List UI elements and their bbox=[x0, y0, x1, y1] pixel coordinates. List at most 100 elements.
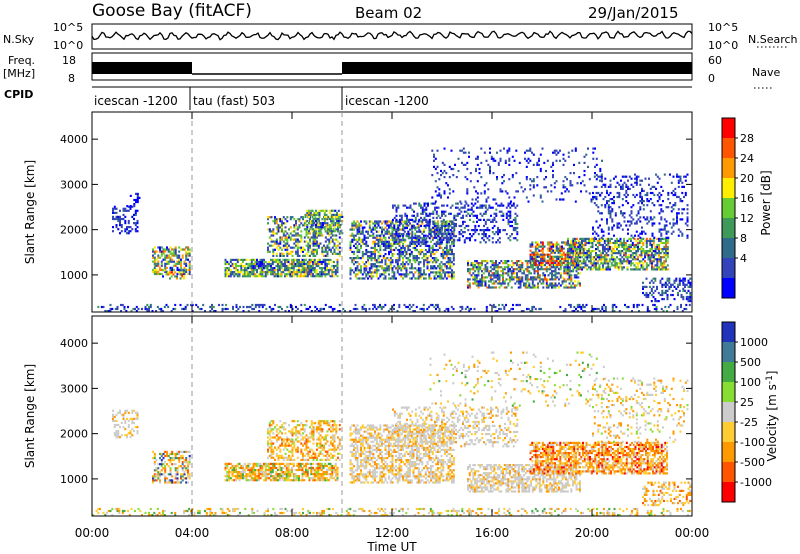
scatter-cell bbox=[521, 262, 524, 265]
scatter-cell bbox=[409, 277, 411, 280]
scatter-cell bbox=[312, 260, 314, 264]
scatter-cell bbox=[591, 264, 594, 267]
scatter-cell bbox=[329, 267, 332, 270]
scatter-cell bbox=[611, 202, 614, 205]
scatter-cell bbox=[414, 259, 417, 262]
scatter-cell bbox=[614, 252, 617, 255]
scatter-cell bbox=[400, 216, 403, 219]
scatter-cell bbox=[570, 252, 573, 255]
scatter-cell bbox=[545, 266, 548, 269]
scatter-cell bbox=[231, 264, 234, 268]
scatter-cell bbox=[426, 244, 429, 247]
scatter-cell bbox=[238, 258, 241, 261]
scatter-cell bbox=[405, 273, 408, 276]
scatter-cell bbox=[614, 214, 617, 217]
scatter-cell bbox=[605, 239, 608, 242]
scatter-cell bbox=[539, 167, 542, 171]
scatter-cell bbox=[514, 216, 517, 219]
scatter-cell bbox=[559, 263, 562, 266]
scatter-cell bbox=[559, 251, 562, 254]
scatter-cell bbox=[434, 167, 437, 171]
scatter-cell bbox=[458, 212, 461, 215]
scatter-cell bbox=[537, 282, 539, 285]
scatter-cell bbox=[221, 310, 224, 313]
scatter-cell bbox=[423, 239, 426, 242]
scatter-cell bbox=[116, 305, 119, 309]
scatter-cell bbox=[214, 310, 217, 313]
scatter-cell bbox=[681, 232, 684, 235]
scatter-cell bbox=[599, 224, 601, 227]
scatter-cell bbox=[303, 258, 306, 261]
scatter-cell bbox=[440, 269, 443, 272]
scatter-cell bbox=[437, 224, 440, 228]
scatter-cell bbox=[609, 179, 612, 182]
scatter-cell bbox=[449, 238, 452, 241]
scatter-cell bbox=[447, 226, 450, 229]
scatter-cell bbox=[334, 230, 337, 233]
scatter-cell bbox=[403, 275, 406, 278]
scatter-cell bbox=[259, 269, 262, 272]
scatter-cell bbox=[689, 293, 692, 297]
scatter-cell bbox=[665, 239, 667, 242]
scatter-cell bbox=[455, 218, 457, 221]
scatter-cell bbox=[141, 307, 143, 311]
scatter-cell bbox=[533, 272, 536, 275]
scatter-cell bbox=[628, 220, 631, 223]
scatter-cell bbox=[310, 250, 313, 253]
scatter-cell bbox=[651, 232, 654, 235]
scatter-cell bbox=[502, 276, 504, 279]
scatter-cell bbox=[505, 233, 508, 236]
scatter-cell bbox=[162, 252, 165, 255]
scatter-cell bbox=[686, 234, 689, 237]
scatter-cell bbox=[467, 270, 469, 273]
scatter-cell bbox=[586, 256, 589, 259]
scatter-cell bbox=[268, 269, 271, 272]
scatter-cell bbox=[267, 248, 269, 251]
scatter-cell bbox=[305, 273, 307, 276]
scatter-cell bbox=[630, 256, 632, 259]
scatter-cell bbox=[430, 253, 432, 256]
scatter-cell bbox=[462, 235, 464, 238]
scatter-cell bbox=[462, 216, 464, 219]
scatter-cell bbox=[367, 257, 369, 260]
scatter-cell bbox=[459, 149, 462, 152]
scatter-cell bbox=[113, 207, 116, 210]
scatter-cell bbox=[257, 273, 260, 276]
scatter-cell bbox=[472, 264, 475, 267]
scatter-cell bbox=[178, 268, 181, 271]
scatter-cell bbox=[354, 242, 357, 245]
scatter-cell bbox=[550, 259, 553, 262]
scatter-cell bbox=[167, 305, 170, 309]
scatter-cell bbox=[682, 287, 685, 290]
scatter-cell bbox=[388, 230, 390, 233]
scatter-cell bbox=[433, 155, 435, 158]
scatter-cell bbox=[314, 250, 317, 253]
scatter-cell bbox=[566, 270, 569, 273]
scatter-cell bbox=[603, 268, 606, 271]
scatter-cell bbox=[435, 216, 438, 219]
scatter-cell bbox=[655, 173, 657, 176]
scatter-cell bbox=[419, 244, 422, 247]
scatter-cell bbox=[311, 213, 314, 216]
scatter-cell bbox=[649, 248, 652, 251]
scatter-cell bbox=[582, 260, 585, 263]
scatter-cell bbox=[591, 256, 594, 259]
scatter-cell bbox=[165, 303, 168, 307]
scatter-cell bbox=[305, 232, 308, 235]
scatter-cell bbox=[602, 248, 604, 251]
scatter-cell bbox=[529, 261, 532, 264]
scatter-cell bbox=[152, 256, 154, 259]
scatter-cell bbox=[495, 264, 497, 267]
scatter-cell bbox=[477, 218, 480, 221]
scatter-cell bbox=[498, 274, 501, 277]
scatter-cell bbox=[552, 151, 554, 154]
scatter-cell bbox=[534, 263, 537, 266]
scatter-cell bbox=[452, 255, 455, 258]
scatter-cell bbox=[326, 258, 328, 261]
scatter-cell bbox=[171, 254, 174, 257]
scatter-cell bbox=[440, 253, 443, 256]
scatter-cell bbox=[550, 184, 553, 187]
scatter-cell bbox=[301, 264, 304, 268]
scatter-cell bbox=[417, 240, 420, 243]
scatter-cell bbox=[242, 273, 244, 276]
